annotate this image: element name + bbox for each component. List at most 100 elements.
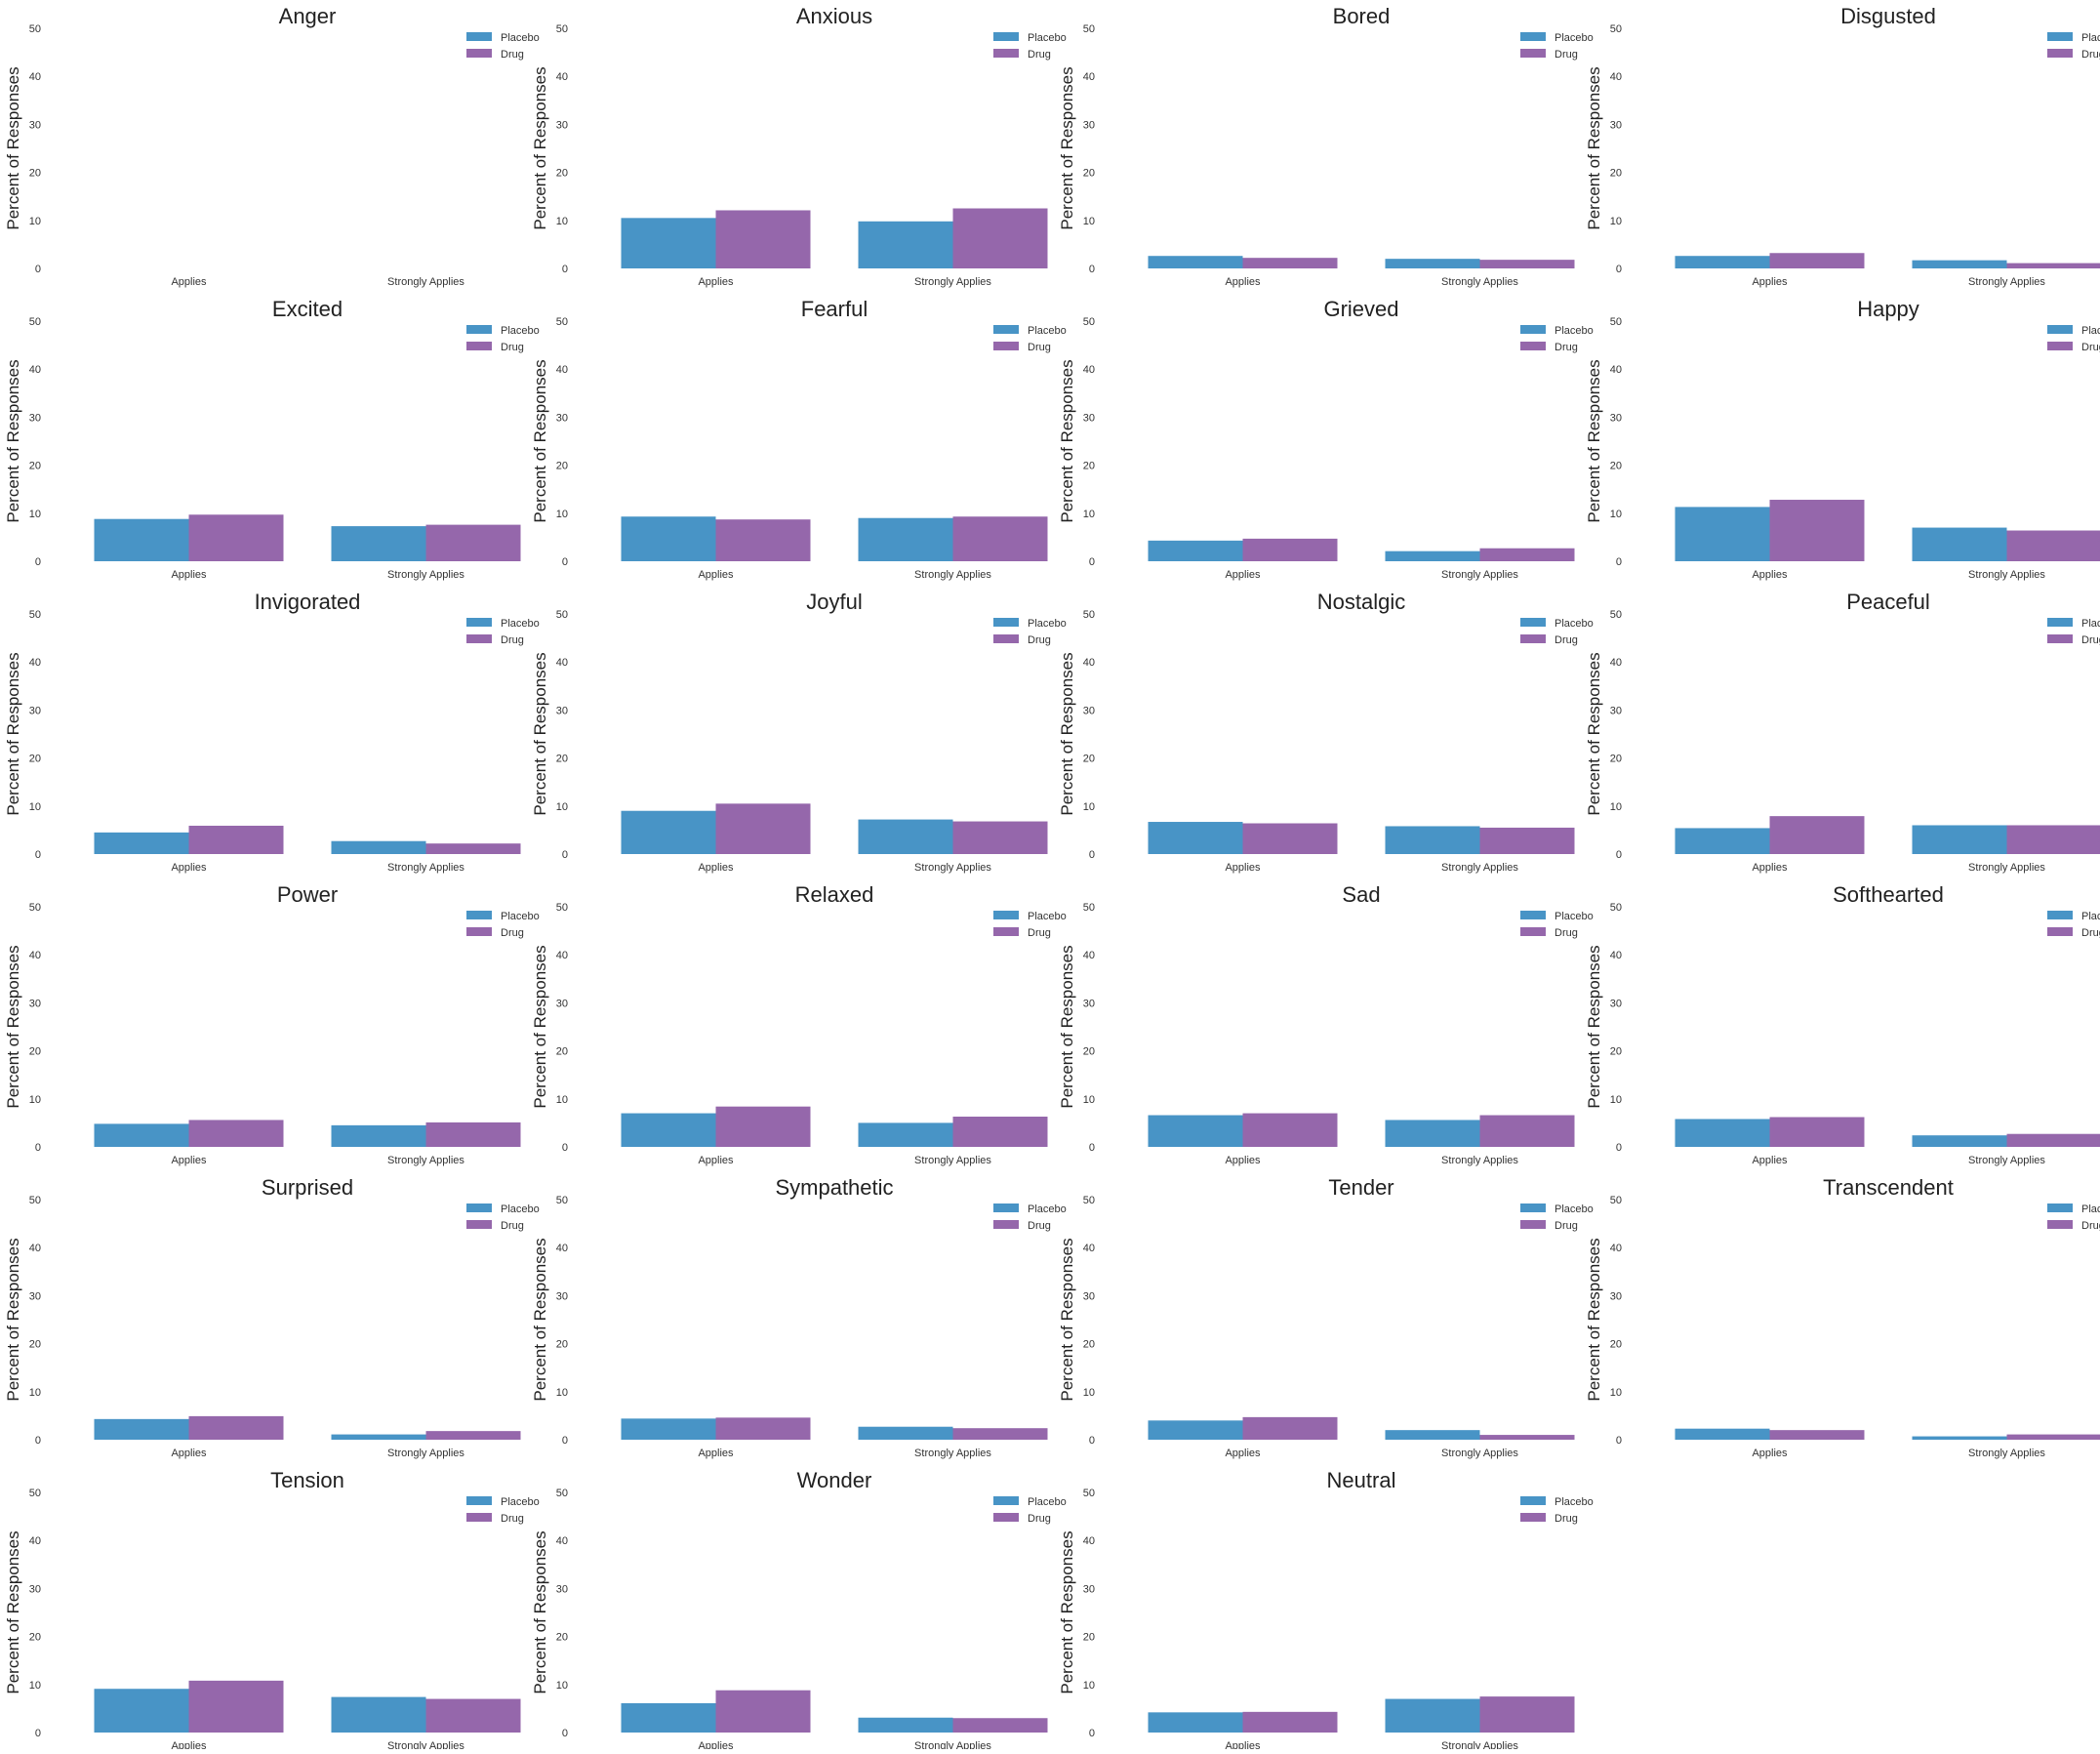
y-tick-label: 20 — [29, 461, 41, 472]
y-tick-label: 40 — [1610, 364, 1622, 376]
y-tick-label: 0 — [562, 849, 568, 861]
y-tick-label: 10 — [1083, 216, 1095, 227]
y-tick-label: 50 — [556, 902, 568, 914]
legend-swatch-placebo — [1520, 911, 1546, 919]
legend-swatch-drug — [466, 1220, 492, 1229]
legend-swatch-placebo — [2047, 325, 2073, 334]
panel-title: Tender — [1328, 1175, 1393, 1200]
bar-drug — [2007, 531, 2100, 561]
x-tick-label: Applies — [698, 862, 734, 874]
legend-swatch-placebo — [466, 618, 492, 627]
panel-title: Invigorated — [255, 590, 361, 614]
y-tick-label: 50 — [29, 609, 41, 621]
legend-label-drug: Drug — [1555, 49, 1578, 61]
legend-swatch-drug — [993, 1513, 1019, 1522]
y-tick-label: 0 — [1089, 1142, 1095, 1154]
legend-swatch-drug — [466, 927, 492, 936]
y-tick-label: 50 — [1610, 902, 1622, 914]
legend-swatch-drug — [2047, 1220, 2073, 1229]
panel-title: Excited — [272, 297, 343, 321]
bar-placebo — [1913, 261, 2007, 268]
x-tick-label: Applies — [171, 862, 207, 874]
y-tick-label: 10 — [556, 801, 568, 813]
legend-swatch-placebo — [466, 325, 492, 334]
y-tick-label: 30 — [1610, 998, 1622, 1009]
legend-swatch-drug — [466, 49, 492, 58]
bar-placebo — [1676, 256, 1770, 268]
y-tick-label: 10 — [1083, 1094, 1095, 1106]
legend-swatch-placebo — [1520, 32, 1546, 41]
legend-label-drug: Drug — [1555, 927, 1578, 939]
y-tick-label: 30 — [1083, 705, 1095, 716]
y-tick-label: 10 — [556, 1680, 568, 1692]
legend-swatch-placebo — [1520, 1203, 1546, 1212]
y-axis-label: Percent of Responses — [4, 66, 22, 229]
y-tick-label: 10 — [556, 509, 568, 520]
y-tick-label: 0 — [1616, 849, 1622, 861]
x-tick-label: Applies — [171, 1448, 207, 1459]
y-tick-label: 10 — [29, 509, 41, 520]
y-tick-label: 40 — [29, 950, 41, 961]
y-tick-label: 50 — [29, 1488, 41, 1499]
bar-placebo — [95, 519, 189, 561]
x-tick-label: Strongly Applies — [1441, 1448, 1518, 1459]
y-tick-label: 50 — [29, 23, 41, 35]
y-tick-label: 40 — [1610, 950, 1622, 961]
legend-swatch-drug — [466, 634, 492, 643]
panel-title: Neutral — [1327, 1468, 1396, 1492]
legend-label-placebo: Placebo — [501, 325, 540, 337]
y-tick-label: 40 — [1083, 950, 1095, 961]
y-tick-label: 20 — [29, 168, 41, 180]
bar-drug — [1243, 1417, 1338, 1440]
bar-drug — [716, 210, 811, 268]
bar-drug — [1243, 1114, 1338, 1147]
x-tick-label: Applies — [698, 1155, 734, 1166]
y-axis-label: Percent of Responses — [1058, 1530, 1076, 1693]
legend-swatch-drug — [2047, 927, 2073, 936]
bar-placebo — [1149, 256, 1243, 268]
x-tick-label: Strongly Applies — [914, 1740, 991, 1749]
panel-title: Happy — [1857, 297, 1919, 321]
legend-swatch-drug — [2047, 634, 2073, 643]
y-tick-label: 20 — [29, 754, 41, 765]
y-tick-label: 20 — [556, 1339, 568, 1351]
bar-drug — [953, 1718, 1048, 1733]
bar-drug — [953, 822, 1048, 854]
legend-label-drug: Drug — [501, 927, 524, 939]
y-tick-label: 50 — [1083, 23, 1095, 35]
x-tick-label: Applies — [1225, 1448, 1261, 1459]
legend-swatch-drug — [1520, 634, 1546, 643]
y-tick-label: 30 — [1083, 119, 1095, 131]
bar-placebo — [95, 1689, 189, 1733]
y-tick-label: 40 — [556, 364, 568, 376]
legend-label-placebo: Placebo — [1028, 1496, 1067, 1508]
bar-placebo — [859, 1718, 953, 1733]
x-tick-label: Applies — [1752, 862, 1788, 874]
panel-title: Anxious — [796, 4, 872, 28]
y-tick-label: 0 — [1089, 1435, 1095, 1447]
bar-placebo — [95, 1123, 189, 1147]
x-tick-label: Strongly Applies — [914, 569, 991, 581]
y-tick-label: 30 — [29, 412, 41, 424]
panel-title: Relaxed — [795, 882, 874, 907]
bar-drug — [426, 1699, 521, 1733]
legend-label-drug: Drug — [2081, 1220, 2100, 1232]
panel-title: Peaceful — [1846, 590, 1930, 614]
legend-swatch-placebo — [466, 911, 492, 919]
bar-placebo — [1913, 1437, 2007, 1440]
panel-title: Grieved — [1323, 297, 1398, 321]
bar-placebo — [1676, 1119, 1770, 1147]
y-tick-label: 20 — [1083, 1339, 1095, 1351]
y-axis-label: Percent of Responses — [4, 359, 22, 522]
y-tick-label: 0 — [1089, 1728, 1095, 1739]
y-tick-label: 30 — [556, 1290, 568, 1302]
bar-drug — [716, 519, 811, 561]
x-tick-label: Strongly Applies — [914, 862, 991, 874]
panel-title: Fearful — [801, 297, 868, 321]
legend-label-drug: Drug — [2081, 49, 2100, 61]
legend-label-drug: Drug — [1555, 1513, 1578, 1525]
